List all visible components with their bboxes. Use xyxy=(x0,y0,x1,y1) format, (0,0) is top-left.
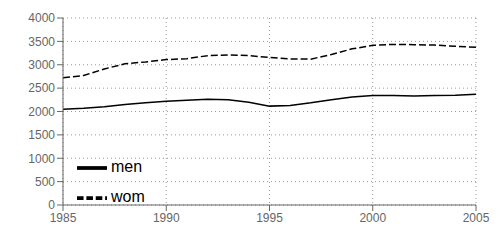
html-text:men: men xyxy=(111,158,143,176)
svg-text:2000: 2000 xyxy=(28,105,55,119)
svg-text:1990: 1990 xyxy=(153,211,180,225)
svg-text:3500: 3500 xyxy=(28,35,55,49)
svg-text:1500: 1500 xyxy=(28,128,55,142)
svg-text:2005: 2005 xyxy=(463,211,490,225)
svg-text:1995: 1995 xyxy=(256,211,283,225)
svg-text:2500: 2500 xyxy=(28,81,55,95)
html-text:wom: wom xyxy=(111,188,145,206)
svg-text:1985: 1985 xyxy=(50,211,77,225)
svg-text:3000: 3000 xyxy=(28,58,55,72)
svg-text:4000: 4000 xyxy=(28,11,55,25)
svg-text:0: 0 xyxy=(48,198,55,212)
svg-text:500: 500 xyxy=(35,175,55,189)
svg-text:2000: 2000 xyxy=(359,211,386,225)
svg-text:1000: 1000 xyxy=(28,152,55,166)
